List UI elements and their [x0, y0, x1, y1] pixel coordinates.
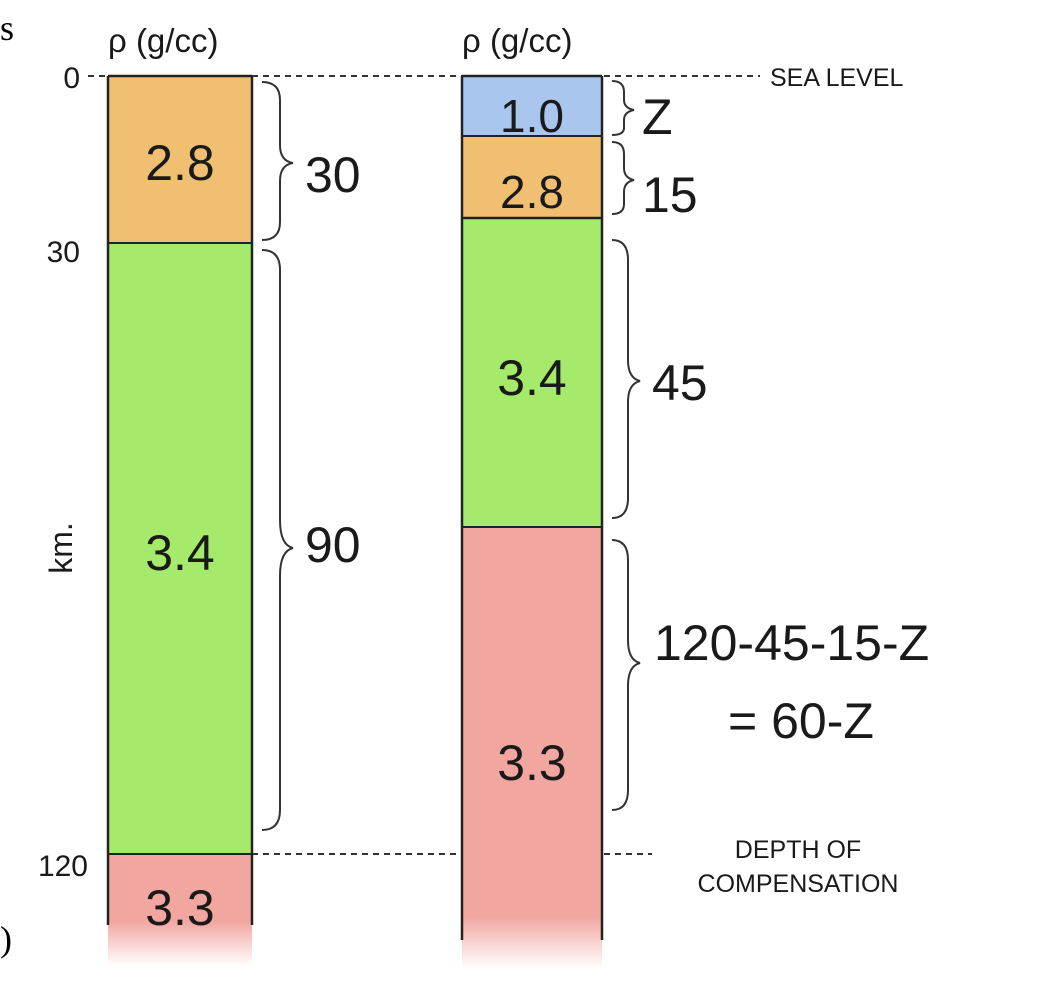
column1-brace-90	[261, 249, 294, 831]
column1-layer-crust	[108, 76, 252, 243]
column2-brace-remaining	[611, 539, 641, 811]
depth-tick-120: 120	[38, 850, 88, 883]
compensation-label-line1: DEPTH OF	[735, 836, 861, 864]
column2-density-water: 1.0	[500, 90, 564, 142]
edge-fragment-bottom: )	[0, 919, 12, 959]
column1-layer-mantle-34	[108, 243, 252, 854]
column2-thickness-formula: 120-45-15-Z	[654, 615, 929, 671]
compensation-label-line2: COMPENSATION	[698, 870, 899, 898]
column1-density-crust: 2.8	[145, 135, 215, 191]
column2-density-mantle-34: 3.4	[497, 350, 567, 406]
column2-thickness-result: = 60-Z	[728, 693, 874, 749]
column2-thickness-15: 15	[642, 167, 698, 223]
column2-density-mantle-33: 3.3	[497, 735, 567, 791]
column2-density-crust: 2.8	[500, 166, 564, 218]
column1-brace-30	[261, 81, 294, 241]
column1-header: ρ (g/cc)	[108, 22, 218, 59]
column2-header: ρ (g/cc)	[462, 22, 572, 59]
column2-layer-water	[462, 76, 602, 136]
depth-axis-label: km.	[43, 522, 79, 574]
column2-brace-z	[611, 80, 635, 136]
column2-layer-mantle-34	[462, 218, 602, 527]
depth-tick-0: 0	[63, 62, 80, 95]
column1-layer-mantle-33	[108, 854, 252, 966]
column1-thickness-90: 90	[305, 517, 361, 573]
column2-layer-mantle-33	[462, 527, 602, 969]
column2-layer-crust	[462, 136, 602, 218]
column1-density-mantle-34: 3.4	[145, 525, 215, 581]
sea-level-label: SEA LEVEL	[770, 64, 904, 92]
edge-fragment-top: s	[0, 8, 14, 48]
column2-brace-15	[611, 141, 635, 215]
column2-brace-45	[611, 239, 641, 519]
depth-tick-30: 30	[47, 236, 80, 269]
column2-thickness-45: 45	[652, 355, 708, 411]
column2-thickness-z: Z	[642, 89, 673, 145]
column1-thickness-30: 30	[305, 147, 361, 203]
column1-density-mantle-33: 3.3	[145, 880, 215, 936]
